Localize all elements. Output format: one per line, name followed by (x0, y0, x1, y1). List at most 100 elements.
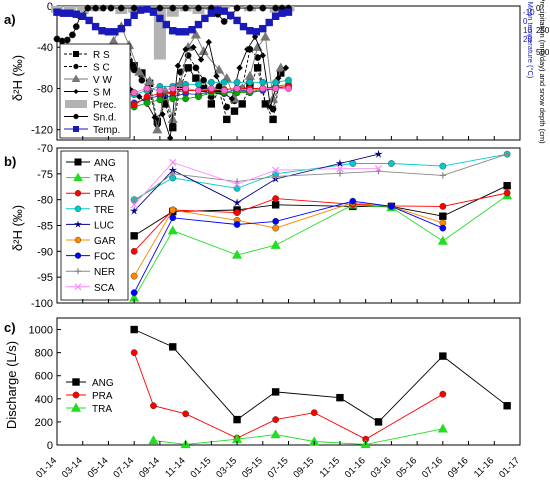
x-tick-label: 05-15 (240, 455, 265, 480)
series-temp-point (239, 22, 248, 31)
series-ner-point (272, 173, 279, 180)
series-temp-point (188, 26, 196, 34)
series-snd-point (169, 4, 177, 12)
legend-label: FOC (94, 252, 115, 263)
series-ner-point (439, 172, 447, 179)
legend-label: R S (93, 50, 110, 61)
series-temp-point (265, 18, 273, 27)
series-ang-point (271, 388, 280, 396)
series-snd-point (84, 4, 92, 12)
series-unnamed-point (246, 78, 254, 86)
series-ang-point (374, 418, 383, 426)
series-tra-line (133, 195, 508, 299)
legend-marker (74, 236, 82, 244)
legend-label: Prec. (93, 100, 116, 111)
right-tick-label: 250 (536, 26, 550, 35)
x-tick-label: 01-17 (497, 455, 522, 480)
legend-marker (74, 205, 82, 213)
series-vw-point (144, 76, 155, 85)
series-sca-point-b (130, 201, 138, 209)
series-snd-point (272, 4, 280, 12)
temp-tick-label: 0 (523, 17, 528, 26)
series-temp-point (136, 6, 145, 14)
series-gar-point (169, 206, 177, 214)
series-snd-point (72, 23, 80, 31)
panel-b-legend: ANG TRA PRA TRE LUC GAR FOC NER SCA (60, 150, 129, 301)
series-unnamed-point (233, 78, 241, 86)
series-sc-point (130, 66, 138, 74)
prec-bar (76, 6, 89, 15)
panel-c-frame (56, 317, 521, 446)
series-snd-point (130, 4, 138, 12)
legend-label: TRA (92, 404, 112, 415)
legend-label: V W (93, 75, 112, 86)
series-sm-point (166, 134, 174, 142)
series-sc-point (138, 76, 146, 84)
series-sc-point (200, 76, 208, 84)
series-rs-point (238, 100, 246, 108)
legend-marker (70, 402, 82, 412)
series-pra-line (133, 352, 444, 440)
series-snd-point (246, 4, 254, 12)
series-sc-point (261, 100, 269, 108)
x-tick-label: 07-15 (266, 455, 291, 480)
series-temp-point (226, 11, 235, 19)
panel-c-ytick-label: 200 (35, 417, 53, 429)
series-snd-point (195, 4, 202, 12)
series-temp-point (66, 9, 74, 17)
x-tick-label: 11-16 (472, 455, 496, 479)
legend-label: PRA (92, 391, 113, 402)
series-gar-line (133, 202, 443, 277)
series-ang-point (233, 415, 241, 424)
series-snd-point (156, 4, 164, 12)
series-sm-point (174, 62, 182, 69)
series-sm-point (282, 64, 290, 72)
legend-marker (73, 172, 83, 182)
series-foc-point (272, 217, 280, 225)
panel-b-ytick-label: -75 (37, 169, 53, 181)
series-foc-point (349, 197, 357, 205)
series-pra-point (233, 209, 241, 216)
series-vw-point (244, 70, 255, 80)
legend-label: TRA (94, 174, 114, 185)
series-luc-point (335, 159, 345, 168)
series-unnamed-point (246, 87, 254, 94)
legend-label: ANG (94, 158, 116, 169)
panel-b-ytick-label: -95 (37, 272, 53, 284)
panel-c-legend: ANG PRA TRA (66, 378, 114, 415)
series-sca-point-b (374, 165, 383, 173)
series-tra-point (437, 235, 448, 245)
series-temp-point (91, 22, 100, 31)
series-temp-point (194, 20, 203, 29)
series-snd-point (220, 18, 228, 25)
series-ang-point (130, 325, 138, 334)
series-unnamed-point (195, 93, 202, 101)
series-snd-point (182, 4, 190, 12)
panel-c-label: c) (4, 320, 16, 335)
right-tick-label: 500 (536, 48, 550, 57)
series-temp-point (207, 9, 216, 17)
series-tra-point (270, 239, 281, 249)
series-temp-point (79, 12, 87, 21)
series-sm-point (151, 114, 158, 121)
series-sm-point (182, 46, 189, 53)
series-unnamed-point (195, 80, 202, 88)
legend-marker (73, 126, 79, 132)
series-unnamed-point (143, 99, 151, 107)
series-sca-point-b (272, 166, 280, 174)
legend-label: TRE (94, 205, 114, 216)
series-temp-point (220, 7, 228, 15)
series-unnamed-point (285, 76, 292, 84)
series-ner-point (503, 151, 511, 158)
legend-marker (74, 252, 82, 259)
series-temp-point (124, 18, 132, 27)
series-unnamed-point (207, 78, 215, 86)
series-sca-point (272, 166, 280, 174)
panel-b-ytick-label: -85 (37, 221, 53, 233)
legend-label: S M (93, 88, 111, 99)
series-sm-point (267, 103, 274, 111)
x-tick-label: 07-16 (420, 455, 445, 480)
x-tick-label: 09-14 (137, 455, 162, 480)
legend-label: Sn.d. (93, 113, 116, 124)
